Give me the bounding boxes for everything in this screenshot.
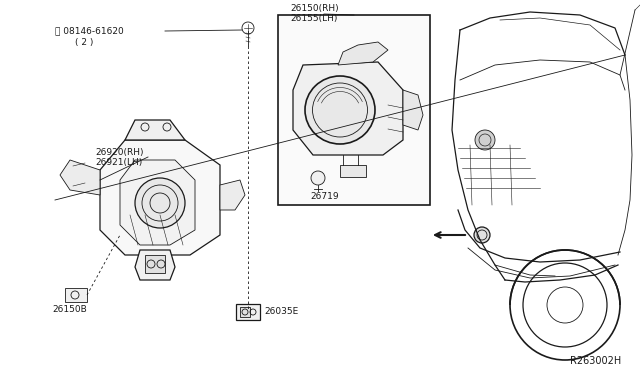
Circle shape xyxy=(311,171,325,185)
Bar xyxy=(278,15,430,205)
Bar xyxy=(65,288,87,302)
Polygon shape xyxy=(403,90,423,130)
Text: ( 2 ): ( 2 ) xyxy=(75,38,93,47)
Polygon shape xyxy=(220,180,245,210)
Text: 26719: 26719 xyxy=(310,192,339,201)
Polygon shape xyxy=(60,160,100,195)
Text: 26150(RH)
26155(LH): 26150(RH) 26155(LH) xyxy=(290,4,339,23)
Bar xyxy=(240,307,250,317)
Text: R263002H: R263002H xyxy=(570,356,621,366)
Text: 26920(RH)
26921(LH): 26920(RH) 26921(LH) xyxy=(95,148,143,167)
Circle shape xyxy=(135,178,185,228)
Text: Ⓑ 08146-61620: Ⓑ 08146-61620 xyxy=(55,26,124,35)
Polygon shape xyxy=(100,140,220,255)
Polygon shape xyxy=(125,120,185,140)
Polygon shape xyxy=(293,62,403,155)
Polygon shape xyxy=(120,160,195,245)
Text: 26150B: 26150B xyxy=(52,305,87,314)
Circle shape xyxy=(474,227,490,243)
Polygon shape xyxy=(338,42,388,65)
Ellipse shape xyxy=(305,76,375,144)
Bar xyxy=(340,165,366,177)
Circle shape xyxy=(475,130,495,150)
Polygon shape xyxy=(135,250,175,280)
Bar xyxy=(145,255,165,273)
Text: 26035E: 26035E xyxy=(264,307,298,316)
Bar xyxy=(236,304,260,320)
